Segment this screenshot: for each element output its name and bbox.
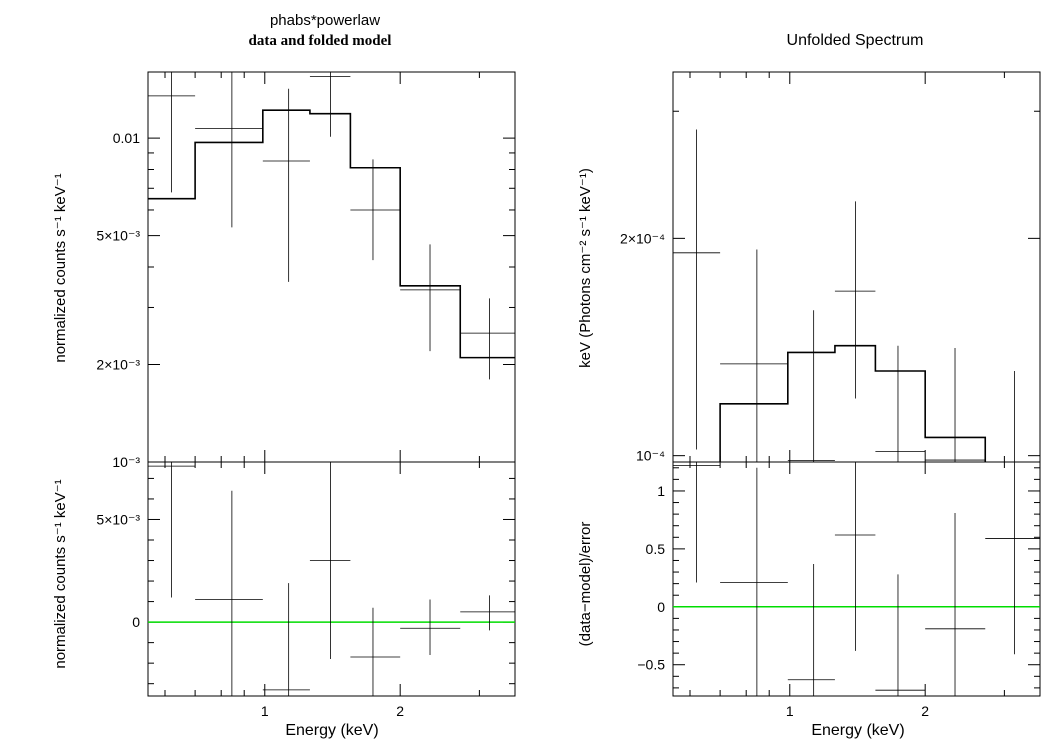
right-bottom-ylabel: (data−model)/error <box>577 522 594 647</box>
axes-frame <box>147 461 516 697</box>
data-point <box>985 462 1040 655</box>
y-tick-label: 10⁻³ <box>112 454 140 470</box>
y-tick-label: 0 <box>657 599 665 615</box>
data-point <box>309 72 351 137</box>
data-point <box>148 72 196 193</box>
data-point <box>720 467 788 696</box>
y-tick-label: 0.5 <box>646 541 666 557</box>
y-tick-label: 2×10⁻⁴ <box>620 230 665 246</box>
data-point <box>195 72 263 228</box>
right-top-ylabel: keV (Photons cm⁻² s⁻¹ keV⁻¹) <box>577 168 594 368</box>
data-point <box>720 249 788 462</box>
y-tick-label: 0.01 <box>113 130 140 146</box>
x-tick-label: 2 <box>396 703 404 719</box>
left-bottom-ylabel: normalized counts s⁻¹ keV⁻¹ <box>52 479 69 668</box>
data-point <box>400 244 461 352</box>
axes-frame <box>672 461 1041 697</box>
data-point <box>350 159 401 261</box>
axes-frame <box>147 71 516 463</box>
data-point <box>787 563 835 696</box>
data-point <box>673 129 721 450</box>
data-point <box>148 462 196 598</box>
data-point <box>262 583 310 696</box>
data-point <box>834 462 876 651</box>
right-title: Unfolded Spectrum <box>787 32 924 49</box>
x-tick-label: 1 <box>786 703 794 719</box>
panel-top-left: 0.01 5×10⁻³ 2×10⁻³ 10⁻³ <box>96 71 516 470</box>
data-point <box>673 462 721 583</box>
y-tick-label: 10⁻⁴ <box>636 448 665 464</box>
data-point <box>925 347 986 462</box>
left-xlabel: Energy (keV) <box>285 722 378 739</box>
y-tick-label: 2×10⁻³ <box>96 357 140 373</box>
x-tick-label: 1 <box>261 703 269 719</box>
data-point <box>400 599 461 655</box>
panel-bottom-left: 5×10⁻³ 0 1 2 <box>96 461 516 719</box>
y-tick-label: 5×10⁻³ <box>96 228 140 244</box>
data-point <box>309 462 351 660</box>
data-point <box>787 310 835 462</box>
model-step-line <box>148 109 515 359</box>
left-top-ylabel: normalized counts s⁻¹ keV⁻¹ <box>52 173 69 362</box>
data-point <box>925 512 986 696</box>
y-tick-label: 5×10⁻³ <box>96 511 140 527</box>
data-point <box>460 595 515 631</box>
data-point <box>985 371 1040 463</box>
x-tick-label: 2 <box>921 703 929 719</box>
y-tick-label: 1 <box>657 483 665 499</box>
model-step-line <box>719 344 987 462</box>
left-title: phabs*powerlaw <box>270 12 380 29</box>
data-point <box>460 298 515 380</box>
data-point <box>834 201 876 399</box>
y-tick-label: −0.5 <box>637 657 665 673</box>
data-point <box>875 574 926 696</box>
data-point <box>875 345 926 462</box>
data-point <box>262 88 310 282</box>
data-point <box>350 607 401 696</box>
panel-top-right: 2×10⁻⁴ 10⁻⁴ <box>620 71 1041 464</box>
y-tick-label: 0 <box>132 614 140 630</box>
data-point <box>195 490 263 696</box>
panel-bottom-right: 1 0.5 0 −0.5 1 2 <box>637 461 1041 719</box>
right-xlabel: Energy (keV) <box>811 722 904 739</box>
left-subtitle: data and folded model <box>249 33 392 49</box>
